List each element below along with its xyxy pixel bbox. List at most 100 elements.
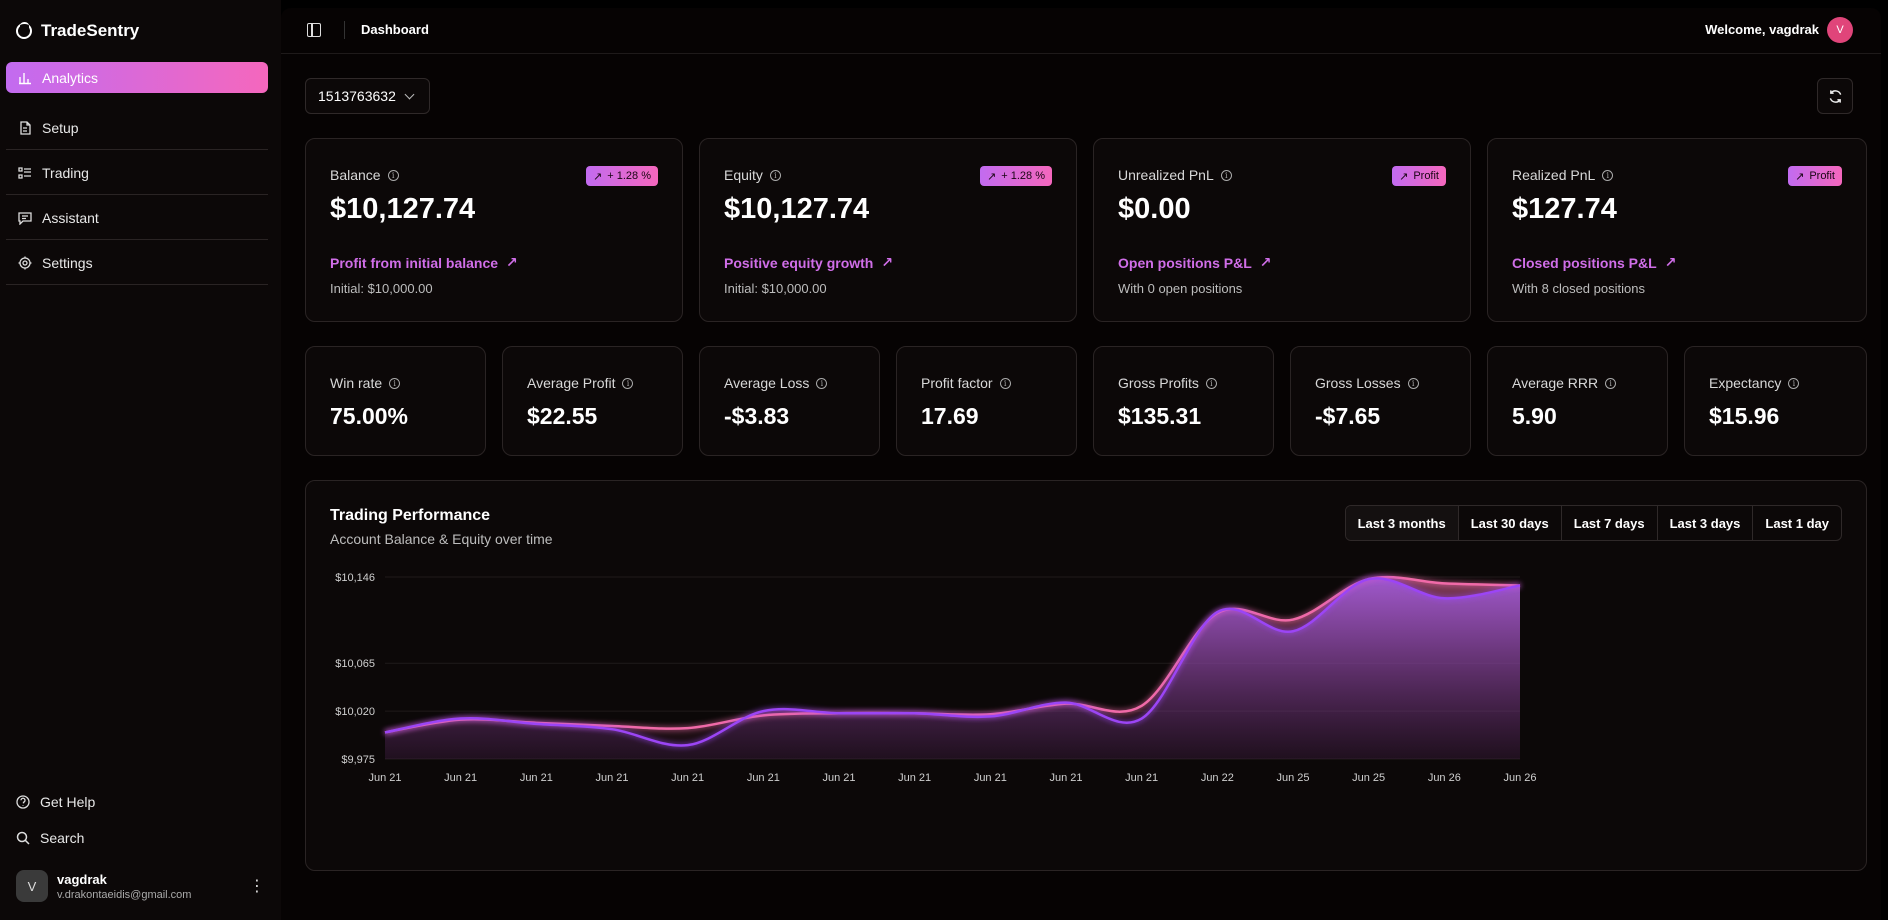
- document-icon: [18, 120, 32, 135]
- trend-up-icon: ↗: [593, 170, 603, 183]
- stat-card-average-profit: Average Profit i $22.55: [502, 346, 683, 456]
- stat-label: Win rate: [330, 375, 383, 391]
- card-label-row: Equity i: [724, 167, 781, 183]
- user-name: vagdrak: [57, 871, 107, 887]
- range-last-1-day[interactable]: Last 1 day: [1752, 506, 1841, 540]
- x-tick-label: Jun 21: [595, 772, 628, 784]
- refresh-button[interactable]: [1817, 78, 1853, 114]
- get-help-label: Get Help: [40, 794, 96, 810]
- card-trend: Profit from initial balance ↗: [330, 254, 518, 271]
- stat-value: $15.96: [1709, 403, 1780, 429]
- help-icon: [16, 795, 30, 809]
- series-line-2: [384, 577, 1521, 747]
- status-badge: ↗ Profit: [1392, 166, 1446, 186]
- card-label: Equity: [724, 167, 763, 183]
- x-tick-label: Jun 21: [520, 772, 553, 784]
- stat-label: Gross Losses: [1315, 375, 1401, 391]
- x-tick-label: Jun 21: [368, 772, 401, 784]
- info-icon[interactable]: i: [387, 169, 399, 181]
- card-trend-label: Closed positions P&L: [1512, 254, 1657, 271]
- info-icon[interactable]: i: [816, 377, 828, 389]
- x-tick-label: Jun 21: [671, 772, 704, 784]
- search-link[interactable]: Search: [16, 820, 95, 856]
- x-tick-label: Jun 21: [444, 772, 477, 784]
- sidebar-toggle-icon[interactable]: [307, 23, 321, 37]
- info-icon[interactable]: i: [1788, 377, 1800, 389]
- brand-name: TradeSentry: [41, 21, 140, 40]
- change-badge: ↗ + 1.28 %: [980, 166, 1052, 186]
- main-panel: Dashboard Welcome, vagdrak V 1513763632 …: [281, 8, 1881, 920]
- y-tick-label: $10,146: [335, 572, 375, 584]
- stat-label-row: Expectancy i: [1709, 375, 1800, 391]
- trend-up-icon: ↗: [987, 170, 997, 183]
- sidebar-item-assistant[interactable]: Assistant: [6, 196, 268, 240]
- account-select[interactable]: 1513763632: [305, 78, 430, 114]
- range-last-3-days[interactable]: Last 3 days: [1656, 506, 1753, 540]
- info-icon[interactable]: i: [1602, 169, 1614, 181]
- sidebar-item-label: Assistant: [42, 209, 99, 226]
- time-range-selector: Last 3 months Last 30 days Last 7 days L…: [1344, 505, 1842, 541]
- info-icon[interactable]: i: [769, 169, 781, 181]
- info-icon[interactable]: i: [1605, 377, 1617, 389]
- card-trend-label: Open positions P&L: [1118, 254, 1252, 271]
- stat-value: -$3.83: [724, 403, 790, 429]
- badge-label: + 1.28 %: [1001, 170, 1045, 182]
- user-profile[interactable]: V vagdrak v.drakontaeidis@gmail.com ⋮: [16, 870, 265, 902]
- get-help-link[interactable]: Get Help: [16, 784, 95, 820]
- info-icon[interactable]: i: [389, 377, 401, 389]
- refresh-icon: [1829, 89, 1841, 103]
- x-tick-label: Jun 26: [1503, 772, 1536, 784]
- sidebar-item-analytics[interactable]: Analytics: [6, 62, 268, 93]
- sidebar-item-label: Setup: [42, 119, 79, 136]
- x-tick-label: Jun 21: [1049, 772, 1082, 784]
- info-icon[interactable]: i: [1220, 169, 1232, 181]
- info-icon[interactable]: i: [1205, 377, 1217, 389]
- stat-card-gross-profits: Gross Profits i $135.31: [1093, 346, 1274, 456]
- info-icon[interactable]: i: [999, 377, 1011, 389]
- account-select-value: 1513763632: [318, 88, 396, 104]
- top-bar: Dashboard Welcome, vagdrak V: [281, 8, 1881, 54]
- card-value: $127.74: [1512, 193, 1617, 225]
- chat-icon: [18, 211, 32, 225]
- trend-up-icon: ↗: [881, 254, 894, 270]
- stat-label: Average Loss: [724, 375, 810, 391]
- stat-label-row: Average Profit i: [527, 375, 634, 391]
- search-label: Search: [40, 830, 85, 846]
- balance-card: Balance i ↗ + 1.28 % $10,127.74 Profit fro…: [305, 138, 683, 322]
- card-trend: Positive equity growth ↗: [724, 254, 893, 271]
- card-label: Unrealized PnL: [1118, 167, 1214, 183]
- sidebar-item-trading[interactable]: Trading: [6, 151, 268, 195]
- sidebar-nav: Analytics Setup Trading Assistant Settin…: [6, 62, 268, 286]
- trend-up-icon: ↗: [506, 254, 518, 270]
- y-tick-label: $10,065: [335, 658, 375, 670]
- card-trend: Closed positions P&L ↗: [1512, 254, 1676, 271]
- sidebar-item-label: Settings: [42, 254, 93, 271]
- stat-value: -$7.65: [1315, 403, 1381, 429]
- badge-label: Profit: [1413, 170, 1439, 182]
- list-icon: [18, 166, 32, 180]
- range-last-3-months[interactable]: Last 3 months: [1345, 506, 1458, 540]
- stat-value: 17.69: [921, 403, 979, 429]
- avatar[interactable]: V: [1827, 17, 1853, 43]
- card-trend-label: Profit from initial balance: [330, 254, 499, 271]
- sidebar-item-setup[interactable]: Setup: [6, 106, 268, 150]
- card-trend: Open positions P&L ↗: [1118, 254, 1272, 271]
- card-note: Initial: $10,000.00: [724, 281, 827, 296]
- equity-card: Equity i ↗ + 1.28 % $10,127.74 Positive eq…: [699, 138, 1077, 322]
- stat-label: Expectancy: [1709, 375, 1782, 391]
- more-options-icon[interactable]: ⋮: [249, 878, 265, 895]
- range-last-30-days[interactable]: Last 30 days: [1457, 506, 1561, 540]
- chart-subtitle: Account Balance & Equity over time: [330, 531, 553, 547]
- sidebar-item-settings[interactable]: Settings: [6, 241, 268, 285]
- range-last-7-days[interactable]: Last 7 days: [1560, 506, 1657, 540]
- search-icon: [16, 831, 30, 845]
- info-icon[interactable]: i: [1407, 377, 1419, 389]
- card-label: Realized PnL: [1512, 167, 1596, 183]
- user-email: v.drakontaeidis@gmail.com: [57, 888, 192, 901]
- info-icon[interactable]: i: [622, 377, 634, 389]
- stat-label-row: Win rate i: [330, 375, 401, 391]
- x-tick-label: Jun 22: [1201, 772, 1234, 784]
- trading-performance-card: $10,146 $10,065 $10,020 $9,975 Jun 21 Jun 21 J…: [305, 480, 1867, 871]
- brand[interactable]: TradeSentry: [16, 20, 139, 42]
- stat-card-average-rrr: Average RRR i 5.90: [1487, 346, 1668, 456]
